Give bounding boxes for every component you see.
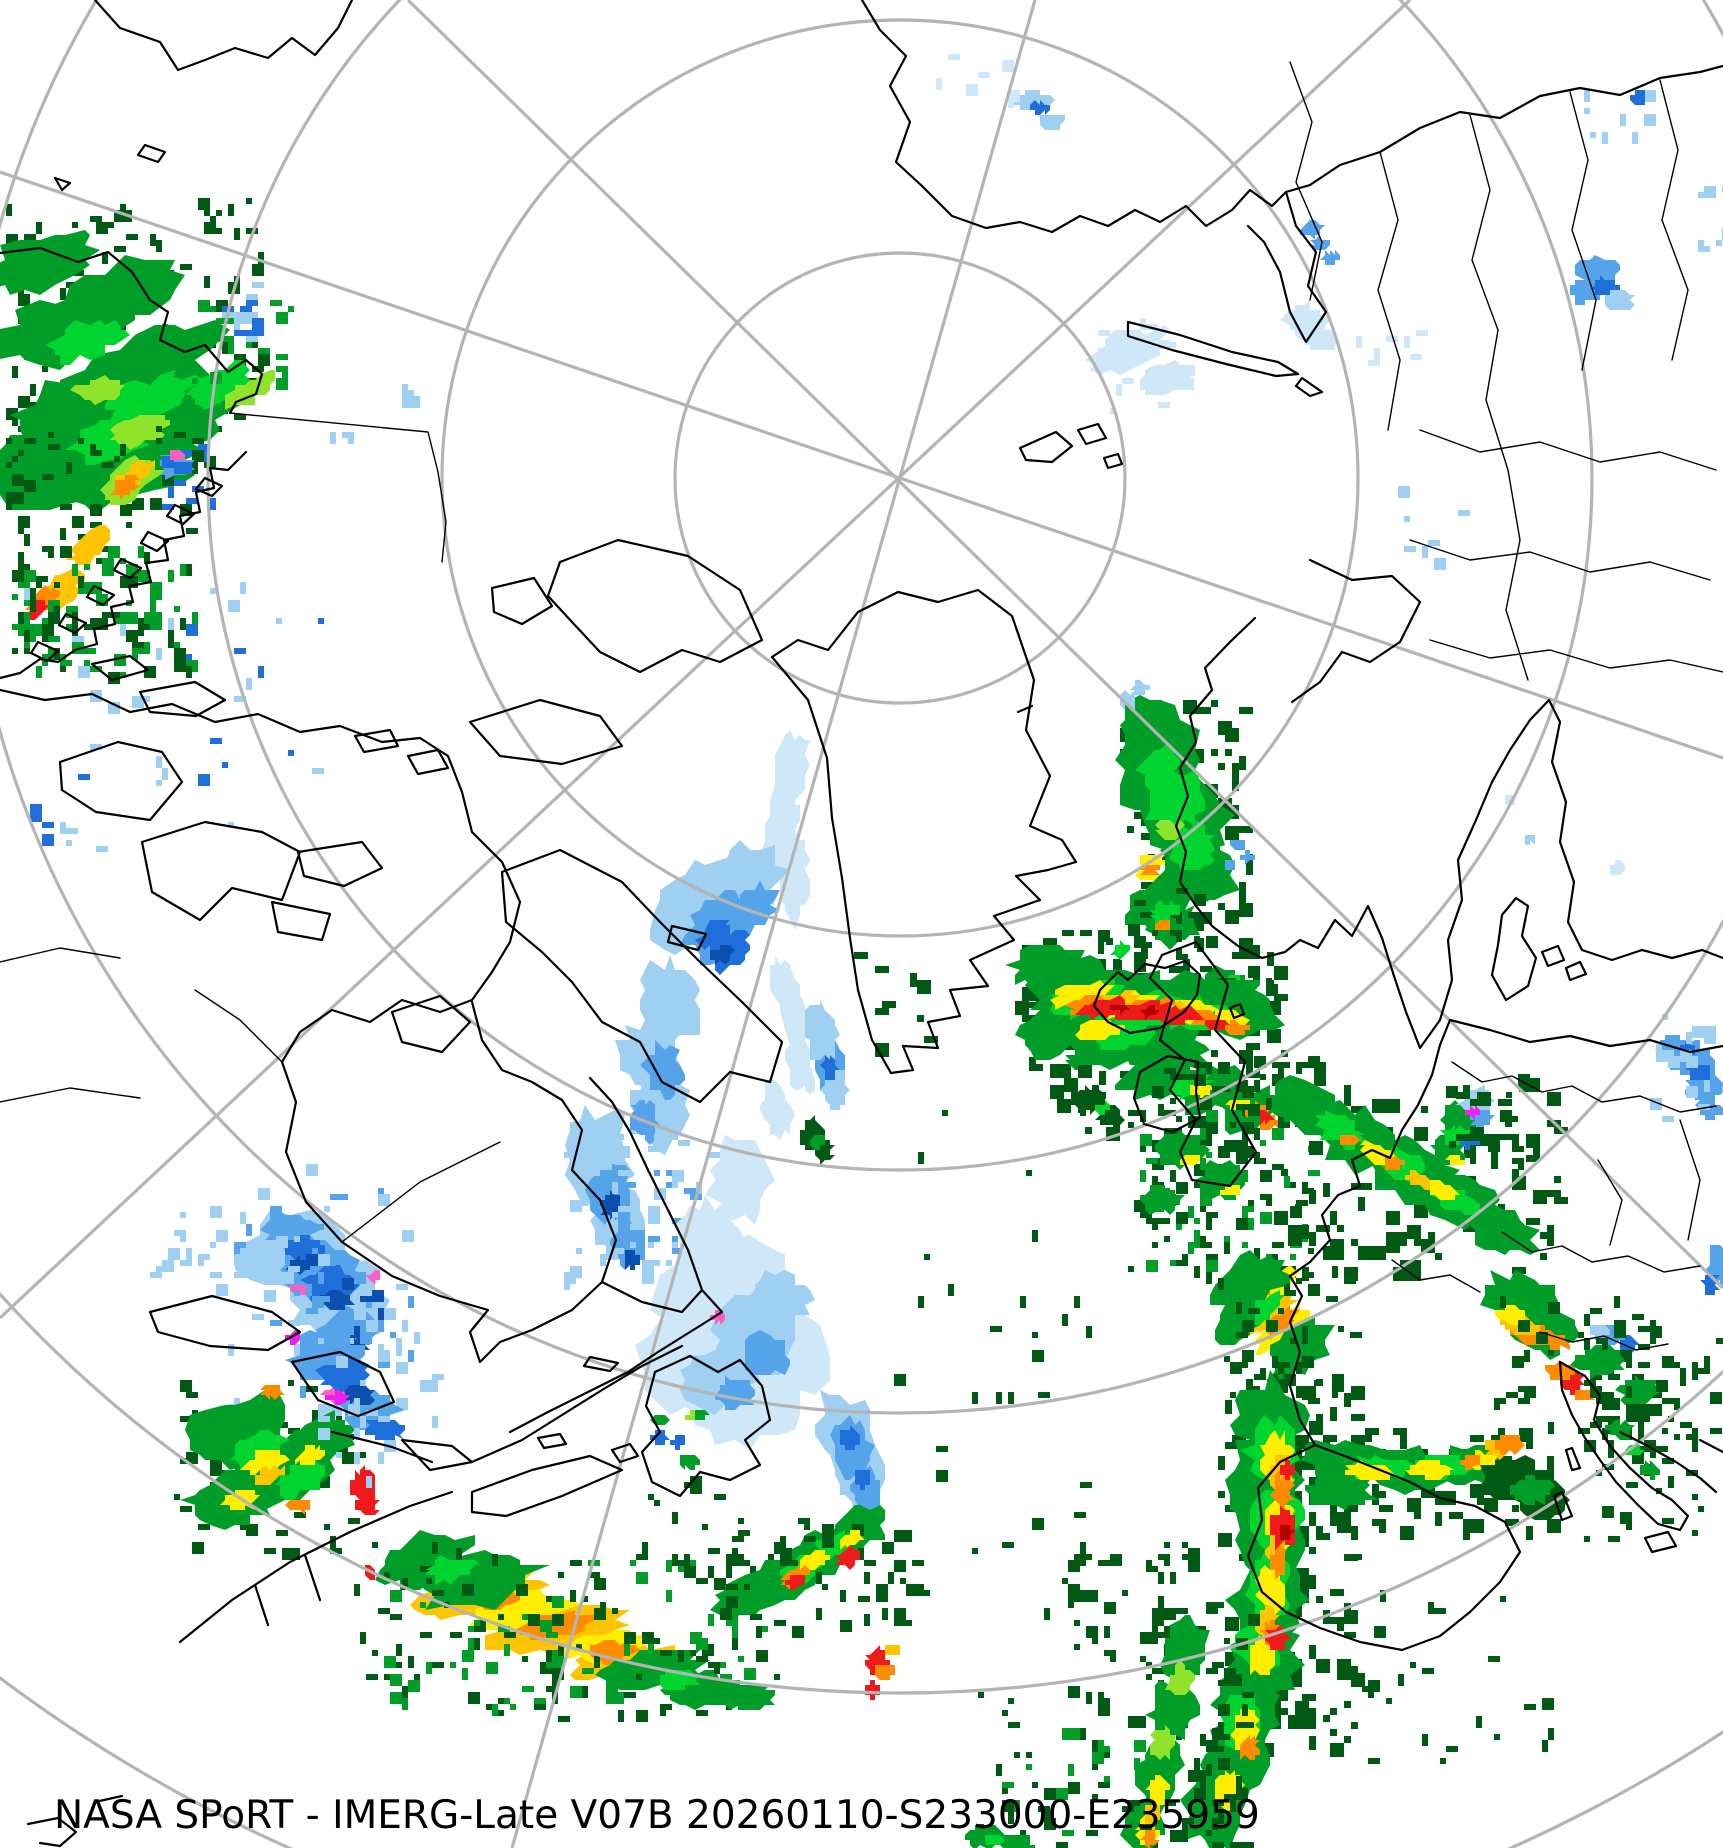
map-title: NASA SPoRT - IMERG-Late V07B 20260110-S2… bbox=[54, 1793, 1260, 1838]
